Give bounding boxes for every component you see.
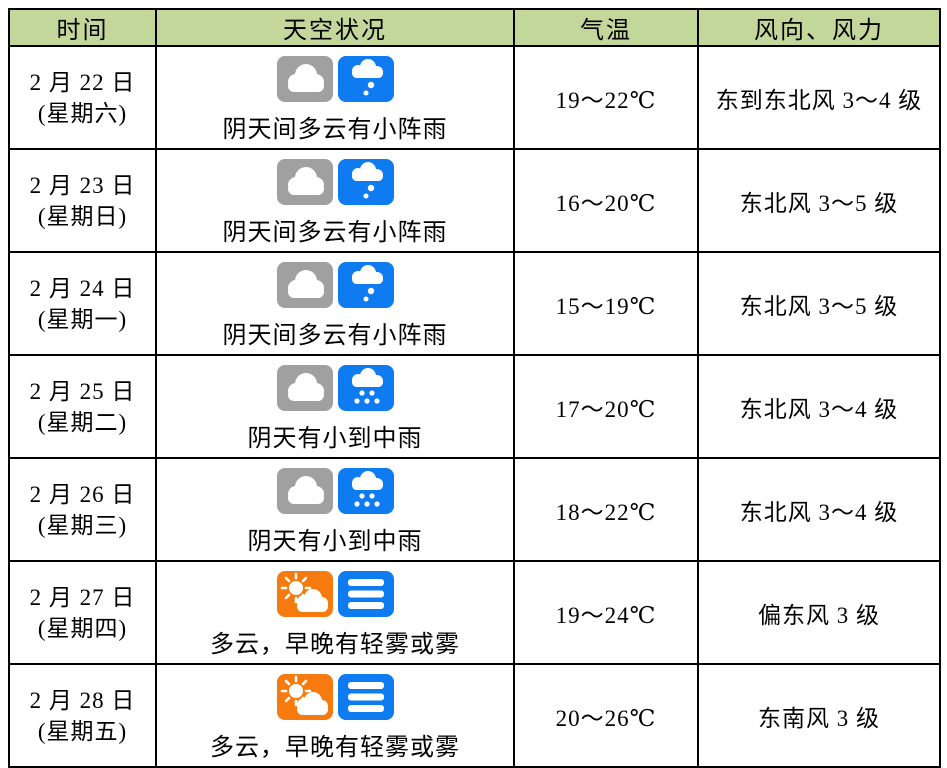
- temperature-cell: 19～24℃: [513, 560, 699, 665]
- moderate-rain-icon: [337, 365, 394, 411]
- sun-cloud-icon: [276, 571, 333, 617]
- date-cell: 2 月 28 日 (星期五): [8, 663, 157, 768]
- weekday-text: (星期二): [37, 409, 128, 435]
- sky-cell: 多云，早晚有轻雾或雾: [155, 560, 515, 665]
- col-header-temp: 气温: [513, 8, 699, 47]
- weekday-text: (星期三): [37, 512, 128, 538]
- weekday-text: (星期四): [37, 615, 128, 641]
- table-row: 2 月 23 日 (星期日) 阴天间多云有小阵雨 16～20℃ 东北风 3～5 …: [8, 148, 941, 253]
- sun-cloud-icon: [276, 674, 333, 720]
- wind-cell: 东北风 3～5 级: [697, 148, 941, 253]
- table-row: 2 月 28 日 (星期五) 多云，早晚有轻雾或雾 20～26℃ 东南风 3 级: [8, 663, 941, 768]
- temperature-cell: 17～20℃: [513, 354, 699, 459]
- weekday-text: (星期日): [37, 203, 128, 229]
- date-text: 2 月 26 日: [29, 481, 136, 507]
- wind-cell: 东南风 3 级: [697, 663, 941, 768]
- sky-cell: 多云，早晚有轻雾或雾: [155, 663, 515, 768]
- date-text: 2 月 25 日: [29, 378, 136, 404]
- table-body: 2 月 22 日 (星期六) 阴天间多云有小阵雨 19～22℃ 东到东北风 3～…: [8, 45, 941, 768]
- wind-cell: 东到东北风 3～4 级: [697, 45, 941, 150]
- date-cell: 2 月 27 日 (星期四): [8, 560, 157, 665]
- overcast-icon: [276, 468, 333, 514]
- light-shower-icon: [337, 159, 394, 205]
- temperature-cell: 18～22℃: [513, 457, 699, 562]
- weather-icon-row: [276, 56, 394, 102]
- weekday-text: (星期一): [37, 306, 128, 332]
- wind-cell: 东北风 3～5 级: [697, 251, 941, 356]
- weather-icon-row: [276, 159, 394, 205]
- date-text: 2 月 22 日: [29, 69, 136, 95]
- light-shower-icon: [337, 56, 394, 102]
- date-cell: 2 月 26 日 (星期三): [8, 457, 157, 562]
- weather-icon-row: [276, 468, 394, 514]
- temperature-cell: 20～26℃: [513, 663, 699, 768]
- header-row: 时间 天空状况 气温 风向、风力: [8, 8, 941, 47]
- overcast-icon: [276, 365, 333, 411]
- overcast-icon: [276, 56, 333, 102]
- table-row: 2 月 25 日 (星期二) 阴天有小到中雨 17～20℃ 东北风 3～4 级: [8, 354, 941, 459]
- date-cell: 2 月 24 日 (星期一): [8, 251, 157, 356]
- date-cell: 2 月 23 日 (星期日): [8, 148, 157, 253]
- sky-cell: 阴天间多云有小阵雨: [155, 45, 515, 150]
- sky-cell: 阴天有小到中雨: [155, 354, 515, 459]
- weather-forecast-table: 时间 天空状况 气温 风向、风力 2 月 22 日 (星期六) 阴天间多云有小阵…: [8, 8, 941, 768]
- date-text: 2 月 28 日: [29, 687, 136, 713]
- wind-cell: 东北风 3～4 级: [697, 457, 941, 562]
- col-header-time: 时间: [8, 8, 157, 47]
- sky-caption: 多云，早晚有轻雾或雾: [210, 632, 460, 658]
- sky-cell: 阴天间多云有小阵雨: [155, 148, 515, 253]
- date-text: 2 月 27 日: [29, 584, 136, 610]
- sky-caption: 阴天间多云有小阵雨: [222, 323, 448, 349]
- table-row: 2 月 22 日 (星期六) 阴天间多云有小阵雨 19～22℃ 东到东北风 3～…: [8, 45, 941, 150]
- table-row: 2 月 27 日 (星期四) 多云，早晚有轻雾或雾 19～24℃ 偏东风 3 级: [8, 560, 941, 665]
- sky-cell: 阴天间多云有小阵雨: [155, 251, 515, 356]
- sky-caption: 阴天有小到中雨: [247, 426, 423, 452]
- weekday-text: (星期五): [37, 718, 128, 744]
- wind-cell: 偏东风 3 级: [697, 560, 941, 665]
- temperature-cell: 19～22℃: [513, 45, 699, 150]
- sky-caption: 阴天间多云有小阵雨: [222, 117, 448, 143]
- wind-cell: 东北风 3～4 级: [697, 354, 941, 459]
- moderate-rain-icon: [337, 468, 394, 514]
- date-text: 2 月 24 日: [29, 275, 136, 301]
- col-header-sky: 天空状况: [155, 8, 515, 47]
- date-cell: 2 月 25 日 (星期二): [8, 354, 157, 459]
- fog-icon: [337, 571, 394, 617]
- weather-icon-row: [276, 674, 394, 720]
- table-row: 2 月 26 日 (星期三) 阴天有小到中雨 18～22℃ 东北风 3～4 级: [8, 457, 941, 562]
- date-text: 2 月 23 日: [29, 172, 136, 198]
- fog-icon: [337, 674, 394, 720]
- temperature-cell: 15～19℃: [513, 251, 699, 356]
- date-cell: 2 月 22 日 (星期六): [8, 45, 157, 150]
- weather-icon-row: [276, 571, 394, 617]
- weekday-text: (星期六): [37, 100, 128, 126]
- sky-cell: 阴天有小到中雨: [155, 457, 515, 562]
- light-shower-icon: [337, 262, 394, 308]
- overcast-icon: [276, 262, 333, 308]
- sky-caption: 多云，早晚有轻雾或雾: [210, 735, 460, 761]
- temperature-cell: 16～20℃: [513, 148, 699, 253]
- weather-icon-row: [276, 262, 394, 308]
- overcast-icon: [276, 159, 333, 205]
- sky-caption: 阴天有小到中雨: [247, 529, 423, 555]
- table-row: 2 月 24 日 (星期一) 阴天间多云有小阵雨 15～19℃ 东北风 3～5 …: [8, 251, 941, 356]
- col-header-wind: 风向、风力: [697, 8, 941, 47]
- weather-icon-row: [276, 365, 394, 411]
- sky-caption: 阴天间多云有小阵雨: [222, 220, 448, 246]
